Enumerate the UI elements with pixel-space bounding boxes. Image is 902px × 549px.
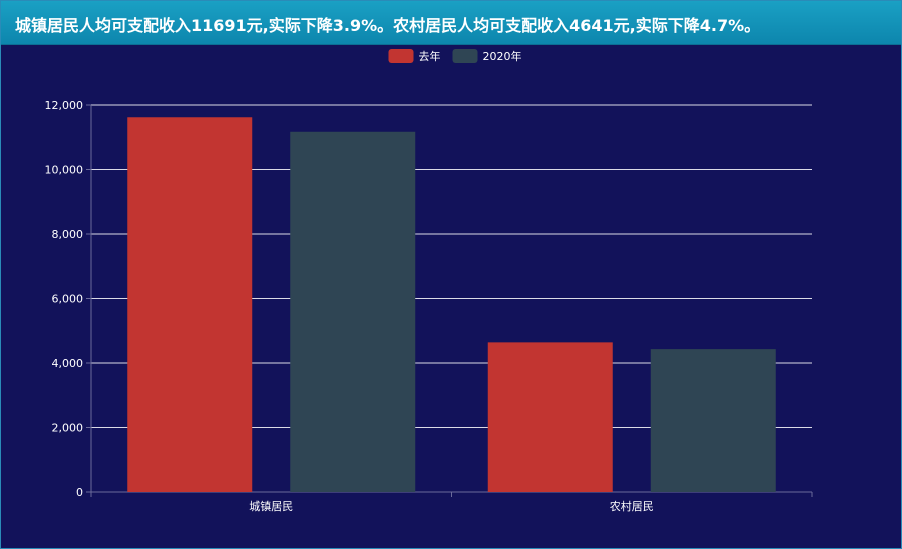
y-tick-label: 2,000 bbox=[52, 422, 84, 435]
bar-2020-0 bbox=[290, 131, 416, 492]
y-tick-label: 4,000 bbox=[52, 357, 84, 370]
title-bar: 城镇居民人均可支配收入11691元,实际下降3.9%。农村居民人均可支配收入46… bbox=[1, 1, 901, 45]
legend-swatch-0 bbox=[388, 49, 414, 63]
chart-title: 城镇居民人均可支配收入11691元,实际下降3.9%。农村居民人均可支配收入46… bbox=[15, 16, 761, 35]
y-tick-label: 10,000 bbox=[45, 164, 84, 177]
y-tick-label: 8,000 bbox=[52, 228, 84, 241]
y-tick-label: 0 bbox=[76, 486, 83, 499]
legend-label-1: 2020年 bbox=[483, 49, 522, 63]
y-tick-label: 12,000 bbox=[45, 99, 84, 112]
bar-last-year-1 bbox=[487, 342, 613, 492]
x-tick-label: 农村居民 bbox=[610, 499, 654, 513]
y-tick-label: 6,000 bbox=[52, 293, 84, 306]
legend-swatch-1 bbox=[452, 49, 478, 63]
legend-label-0: 去年 bbox=[419, 49, 441, 63]
x-tick-label: 城镇居民 bbox=[249, 499, 293, 513]
bar-2020-1 bbox=[650, 349, 776, 492]
bar-last-year-0 bbox=[127, 117, 253, 492]
